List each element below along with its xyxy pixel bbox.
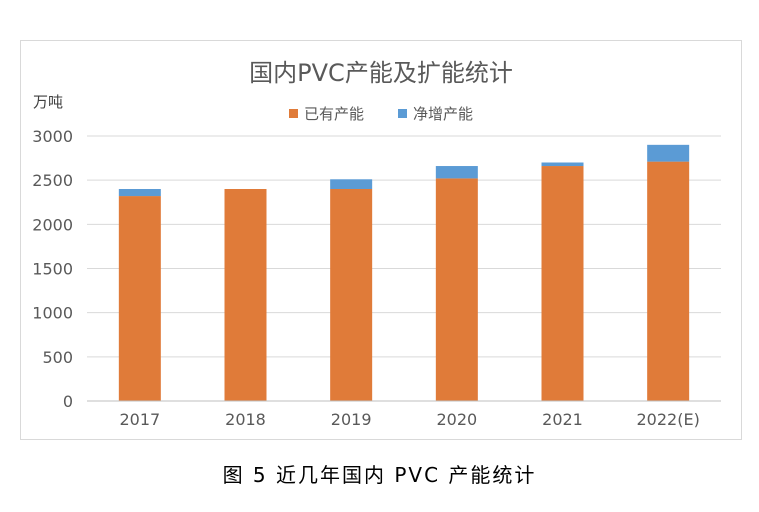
y-tick-label: 2500 — [32, 171, 73, 190]
legend: 已有产能 净增产能 — [289, 105, 473, 123]
x-tick-label: 2019 — [331, 410, 372, 429]
y-tick-label: 1000 — [32, 304, 73, 323]
gridlines — [87, 135, 721, 358]
y-tick-labels: 0 500 1000 1500 2000 2500 3000 — [32, 127, 73, 411]
chart: 国内PVC产能及扩能统计 万吨 已有产能 净增产能 0 500 1000 1500 20… — [32, 59, 721, 429]
figure-caption: 图 5 近几年国内 PVC 产能统计 — [222, 463, 537, 487]
x-tick-label: 2022(E) — [637, 410, 700, 429]
y-tick-label: 3000 — [32, 127, 73, 146]
x-tick-label: 2021 — [542, 410, 583, 429]
bar-net-increase — [330, 179, 373, 189]
chart-title: 国内PVC产能及扩能统计 — [249, 59, 513, 87]
bar-net-increase — [118, 189, 161, 197]
y-tick-label: 1500 — [32, 260, 73, 279]
x-tick-labels: 2017 2018 2019 2020 2021 2022(E) — [119, 410, 699, 429]
bars — [118, 144, 690, 401]
bar-existing-capacity — [118, 196, 161, 401]
legend-swatch-existing — [289, 109, 298, 118]
x-tick-label: 2017 — [119, 410, 160, 429]
legend-swatch-net-increase — [398, 109, 407, 118]
bar-existing-capacity — [330, 189, 373, 401]
chart-frame: 国内PVC产能及扩能统计 万吨 已有产能 净增产能 0 500 1000 1500 20… — [20, 40, 742, 440]
bar-existing-capacity — [435, 178, 478, 401]
bar-net-increase — [647, 144, 690, 162]
y-tick-label: 0 — [63, 392, 73, 411]
x-tick-label: 2020 — [436, 410, 477, 429]
legend-label-net-increase: 净增产能 — [413, 105, 473, 123]
legend-label-existing: 已有产能 — [304, 105, 364, 123]
bar-existing-capacity — [647, 161, 690, 401]
y-axis-label: 万吨 — [33, 93, 63, 111]
bar-existing-capacity — [224, 189, 267, 401]
bar-existing-capacity — [541, 166, 584, 401]
x-tick-label: 2018 — [225, 410, 266, 429]
bar-net-increase — [541, 162, 584, 167]
y-tick-label: 2000 — [32, 215, 73, 234]
bar-net-increase — [435, 166, 478, 179]
y-tick-label: 500 — [42, 348, 73, 367]
